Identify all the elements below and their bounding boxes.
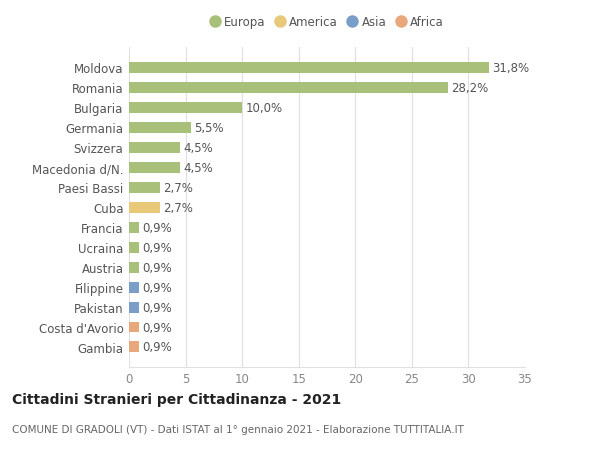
Bar — [129, 182, 160, 193]
Bar — [129, 282, 139, 293]
Bar — [129, 302, 139, 313]
Text: 0,9%: 0,9% — [143, 321, 172, 334]
Text: 5,5%: 5,5% — [194, 122, 224, 134]
Bar — [129, 222, 139, 233]
Text: 4,5%: 4,5% — [184, 141, 213, 154]
Legend: Europa, America, Asia, Africa: Europa, America, Asia, Africa — [206, 12, 448, 33]
Bar — [129, 123, 191, 134]
Text: 31,8%: 31,8% — [492, 62, 529, 75]
Bar — [129, 162, 180, 174]
Bar — [129, 142, 180, 153]
Bar — [129, 202, 160, 213]
Bar — [129, 102, 242, 113]
Text: 0,9%: 0,9% — [143, 261, 172, 274]
Text: 0,9%: 0,9% — [143, 301, 172, 314]
Bar — [129, 342, 139, 353]
Text: 2,7%: 2,7% — [163, 181, 193, 194]
Text: 4,5%: 4,5% — [184, 162, 213, 174]
Bar — [129, 83, 448, 94]
Text: 0,9%: 0,9% — [143, 281, 172, 294]
Text: 0,9%: 0,9% — [143, 341, 172, 354]
Bar — [129, 322, 139, 333]
Text: 2,7%: 2,7% — [163, 201, 193, 214]
Bar — [129, 63, 489, 73]
Text: Cittadini Stranieri per Cittadinanza - 2021: Cittadini Stranieri per Cittadinanza - 2… — [12, 392, 341, 406]
Bar — [129, 262, 139, 273]
Bar — [129, 242, 139, 253]
Text: COMUNE DI GRADOLI (VT) - Dati ISTAT al 1° gennaio 2021 - Elaborazione TUTTITALIA: COMUNE DI GRADOLI (VT) - Dati ISTAT al 1… — [12, 425, 464, 435]
Text: 28,2%: 28,2% — [451, 82, 489, 95]
Text: 0,9%: 0,9% — [143, 221, 172, 234]
Text: 10,0%: 10,0% — [245, 101, 283, 115]
Text: 0,9%: 0,9% — [143, 241, 172, 254]
